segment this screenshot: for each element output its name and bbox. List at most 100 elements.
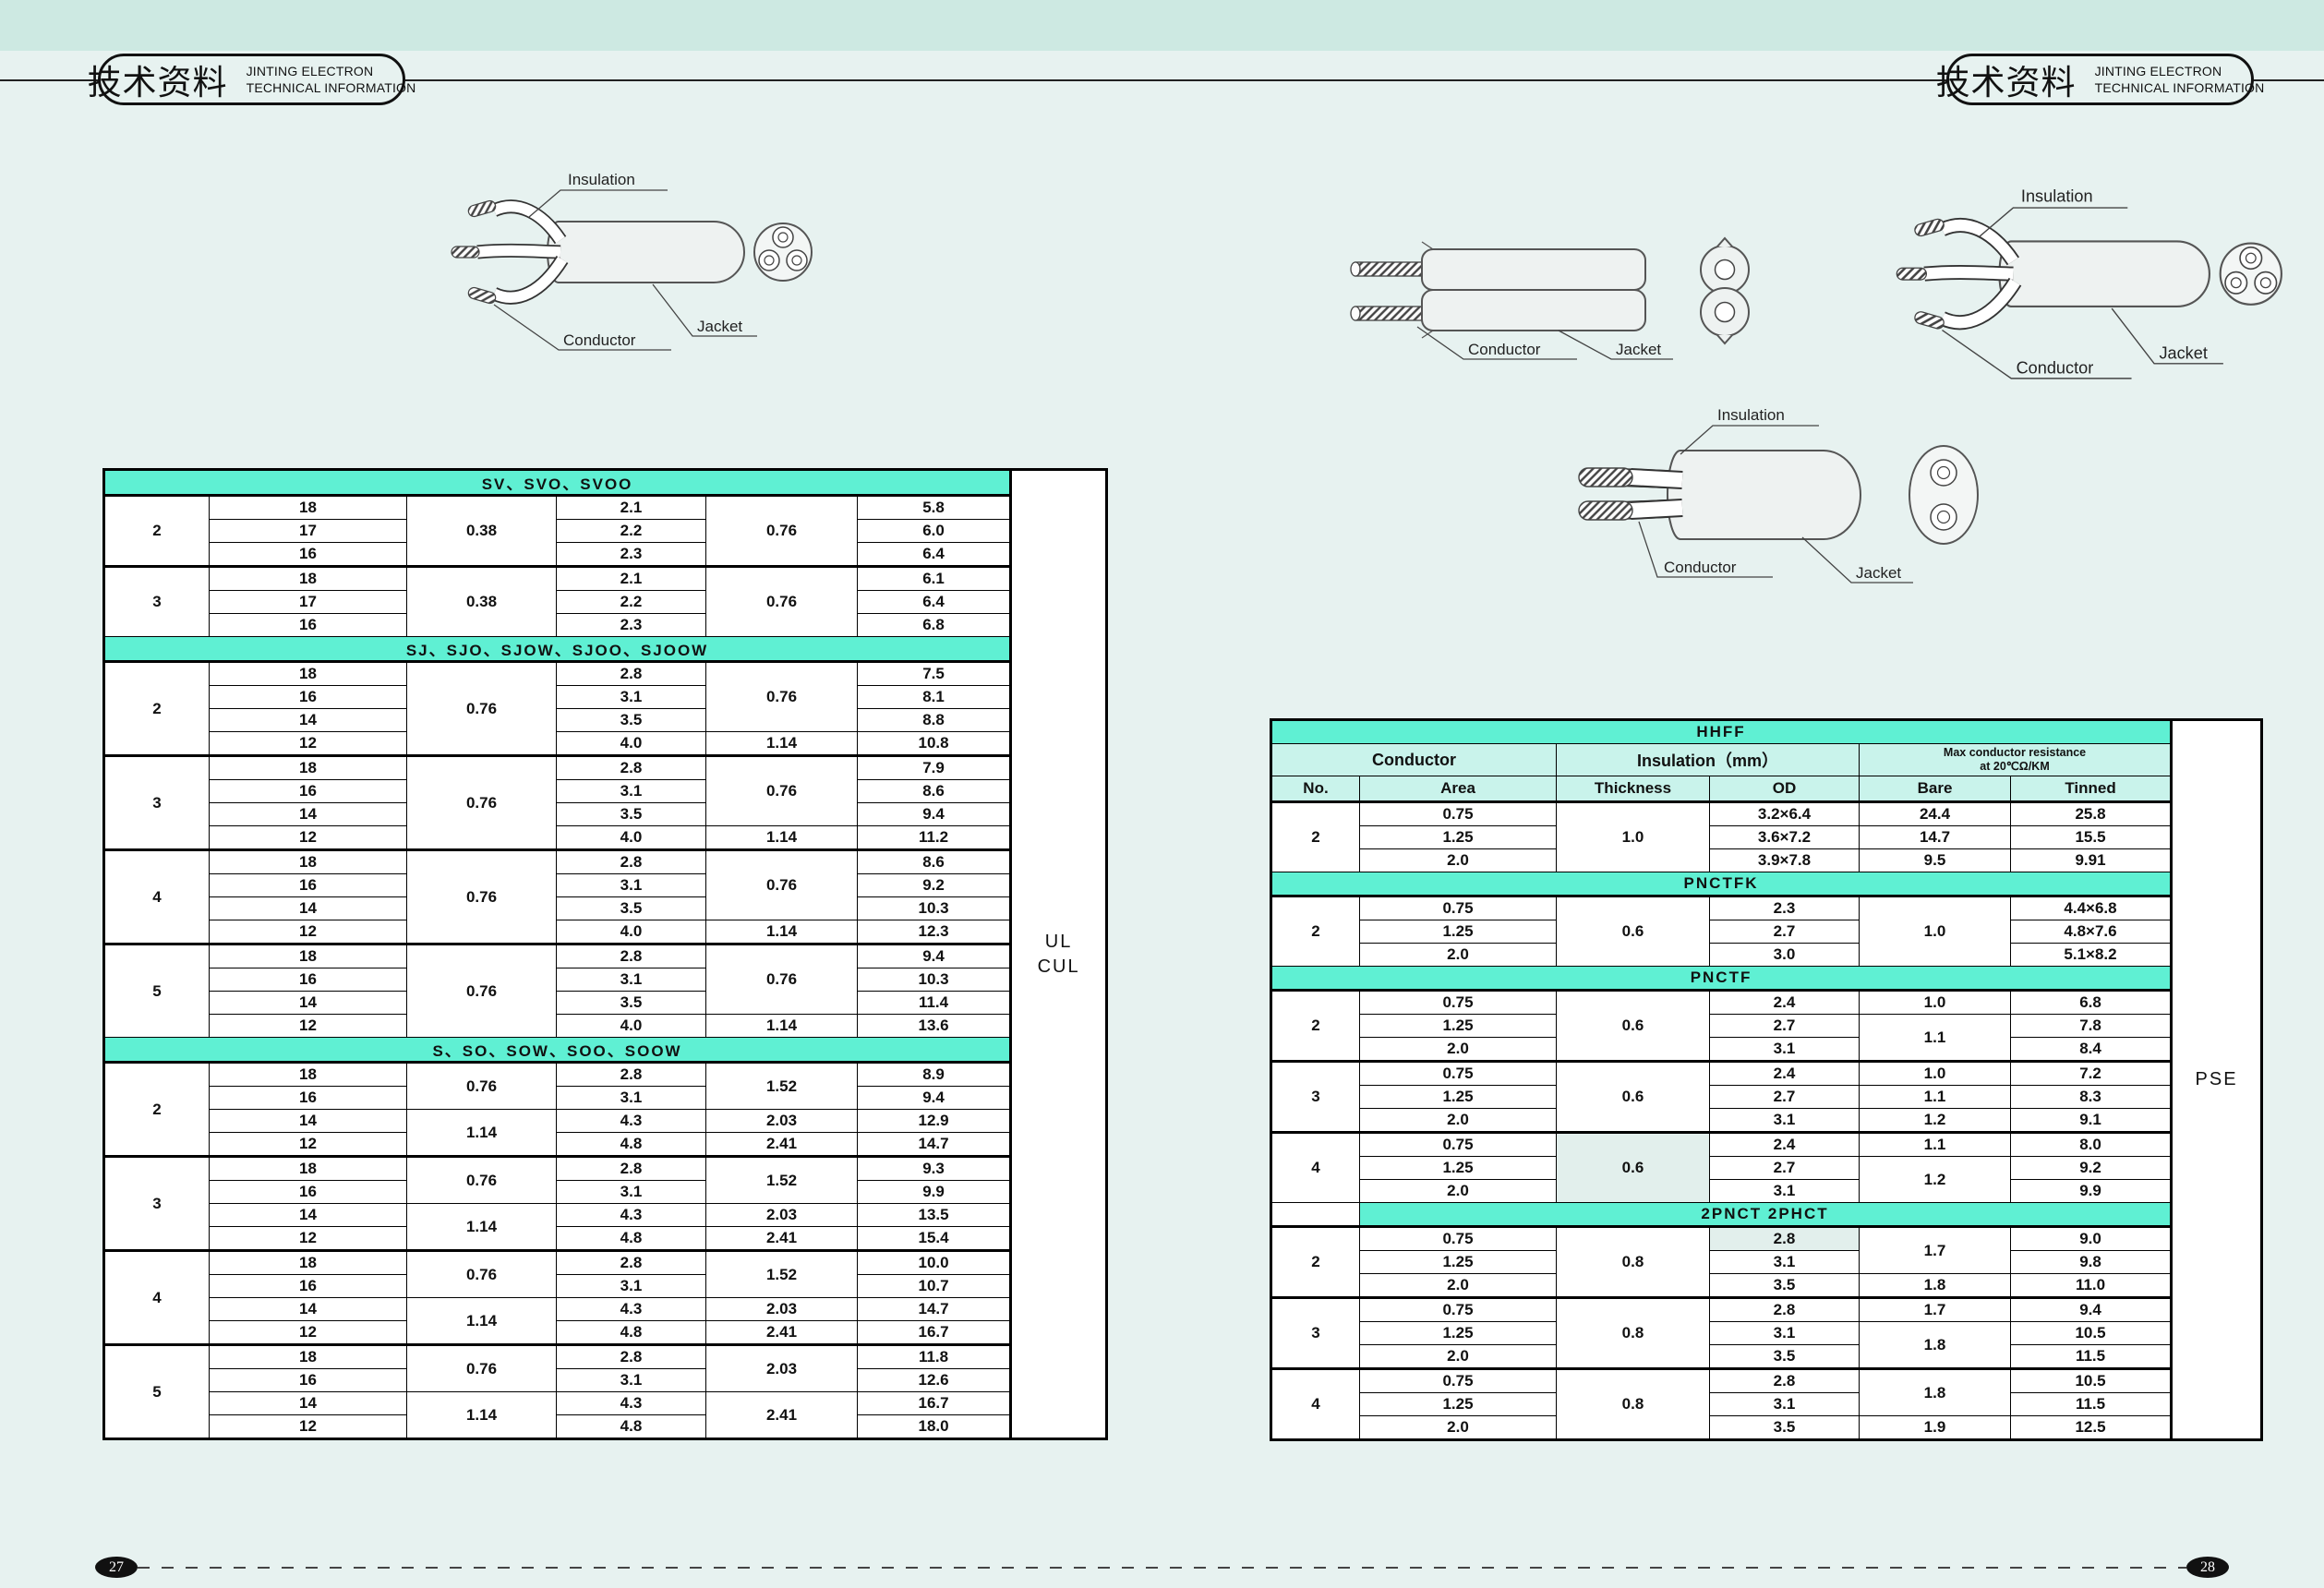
table-row: 5 18 0.76 2.8 2.03 11.8 <box>103 1343 1012 1439</box>
header-en-line2: TECHNICAL INFORMATION <box>2094 80 2265 95</box>
data-cell: 3.0 <box>1709 943 1860 967</box>
data-cell: 1.25 <box>1359 1392 1557 1416</box>
data-cell: 9.3 <box>856 1155 1012 1181</box>
column-header: Thickness <box>1556 776 1710 803</box>
table-row: 12 4.0 1.14 11.2 <box>104 825 1012 850</box>
data-cell: 4.3 <box>556 1203 706 1227</box>
data-cell: 1.0 <box>1859 895 2011 967</box>
header-rule-line <box>0 79 2324 81</box>
right-spec-table-wrap: HHFF Conductor Insulation（mm） Max conductor… <box>1270 718 2264 1441</box>
column-header-row: No. Area Thickness OD Bare Tinned <box>1270 776 2173 803</box>
jacket-body <box>547 221 745 283</box>
data-cell: 10.3 <box>856 968 1012 992</box>
jacket-leader-line <box>1801 536 1913 583</box>
data-cell: 2 <box>103 1061 210 1157</box>
data-cell: 3.1 <box>1709 1392 1860 1416</box>
table-row: 2.0 3.5 1.8 11.0 <box>1271 1273 2173 1298</box>
data-cell: 16 <box>209 685 407 709</box>
data-cell: 1.25 <box>1359 1014 1557 1038</box>
data-cell: 8.6 <box>856 779 1012 803</box>
data-cell: 25.8 <box>2009 800 2173 826</box>
table-row: 16 3.1 9.9 <box>104 1180 1012 1204</box>
data-cell: 14 <box>209 1109 407 1133</box>
data-cell: 0.76 <box>406 1155 557 1204</box>
data-cell: 16 <box>209 1368 407 1392</box>
cert-cul: CUL <box>1037 956 1080 977</box>
column-group-conductor: Conductor <box>1270 743 1557 776</box>
insulation-label: Insulation <box>2021 187 2093 206</box>
insulated-wires <box>1923 218 2022 331</box>
data-cell: 0.76 <box>705 848 858 920</box>
data-cell: 2 <box>103 660 210 756</box>
table-row: 2 18 0.76 2.8 1.52 8.9 <box>103 1061 1012 1157</box>
data-cell: 2.0 <box>1359 1415 1557 1440</box>
data-cell: 2.8 <box>1709 1225 1860 1251</box>
certification-box-ul-cul: UL CUL <box>1012 468 1109 1440</box>
data-cell: 3 <box>103 1155 210 1251</box>
table-row: 1.25 3.1 11.5 <box>1271 1392 2173 1416</box>
data-cell: 0.76 <box>406 1343 557 1392</box>
table-row: 14 1.14 4.3 2.03 12.9 <box>104 1109 1012 1157</box>
data-cell: 2.03 <box>705 1297 858 1321</box>
table-row: 14 1.14 4.3 2.41 16.7 <box>104 1391 1012 1439</box>
data-cell: 14.7 <box>856 1297 1012 1321</box>
data-cell: 9.91 <box>2009 848 2173 872</box>
data-cell: 16 <box>209 968 407 992</box>
jacket-label: Jacket <box>1616 341 1661 358</box>
data-cell: 7.5 <box>856 660 1012 686</box>
data-cell: 1.14 <box>705 731 858 756</box>
table-row: 2.0 3.5 11.5 <box>1271 1344 2173 1369</box>
data-cell: 4 <box>103 848 210 944</box>
data-cell: 2.8 <box>556 848 706 874</box>
data-cell: 12.3 <box>856 920 1012 944</box>
jacket-label: Jacket <box>1856 564 1901 582</box>
data-cell: 1.14 <box>406 1391 557 1439</box>
data-cell: 4.8×7.6 <box>2009 920 2173 944</box>
data-cell: 3.9×7.8 <box>1709 848 1860 872</box>
section-title: SV、SVO、SVOO <box>102 469 1012 496</box>
data-cell: 8.4 <box>2009 1037 2173 1062</box>
table-row: 3 0.75 0.6 2.4 1.0 7.2 <box>1270 1060 2173 1133</box>
table-row: 2 0.75 0.6 2.4 1.0 6.8 <box>1270 989 2173 1062</box>
section-title: HHFF <box>1270 719 2173 744</box>
data-cell: 14 <box>209 708 407 732</box>
data-cell: 18 <box>209 943 407 968</box>
bare-conductor-strands <box>1896 218 1945 330</box>
table-row: 2.0 3.5 1.9 12.5 <box>1271 1415 2173 1440</box>
data-cell: 10.0 <box>856 1249 1012 1275</box>
table-row: 14 3.5 11.4 <box>104 991 1012 1015</box>
data-cell: 9.4 <box>856 1086 1012 1110</box>
conductor-label: Conductor <box>563 331 636 349</box>
jacket-leader-line <box>652 283 757 337</box>
header-en-line2: TECHNICAL INFORMATION <box>246 80 416 95</box>
section-title: PNCTFK <box>1270 872 2173 896</box>
data-cell: 0.8 <box>1556 1296 1710 1369</box>
data-cell: 1.25 <box>1359 825 1557 849</box>
data-cell: 9.0 <box>2009 1225 2173 1251</box>
table-row: 2 18 0.76 2.8 0.76 7.5 <box>103 660 1012 756</box>
table-row: 4 0.75 0.8 2.8 1.8 10.5 <box>1270 1367 2173 1440</box>
section-title: S、SO、SOW、SOO、SOOW <box>102 1037 1012 1063</box>
data-cell: 10.7 <box>856 1274 1012 1298</box>
data-cell: 3 <box>103 565 210 637</box>
table-row: 1.25 2.7 1.1 8.3 <box>1271 1085 2173 1109</box>
table-row: 14 3.5 8.8 <box>104 708 1012 732</box>
data-cell: 4.8 <box>556 1320 706 1345</box>
data-cell: 3.1 <box>556 1180 706 1204</box>
cross-section-3core <box>753 223 813 282</box>
data-cell: 9.4 <box>2009 1296 2173 1322</box>
data-cell: 3 <box>1270 1060 1360 1133</box>
data-cell: 2.7 <box>1709 1014 1860 1038</box>
data-cell: 2.3 <box>1709 895 1860 920</box>
table-row: 17 2.2 6.4 <box>104 590 1012 614</box>
data-cell: 6.8 <box>2009 989 2173 1015</box>
data-cell: 18 <box>209 565 407 591</box>
data-cell: 0.76 <box>705 754 858 826</box>
data-cell: 4.0 <box>556 731 706 756</box>
data-cell: 14.7 <box>1859 825 2011 849</box>
conductor-leader-line <box>1942 329 2132 379</box>
data-cell: 3.1 <box>556 873 706 897</box>
bare-conductor-strands <box>451 199 497 305</box>
data-cell: 18 <box>209 660 407 686</box>
